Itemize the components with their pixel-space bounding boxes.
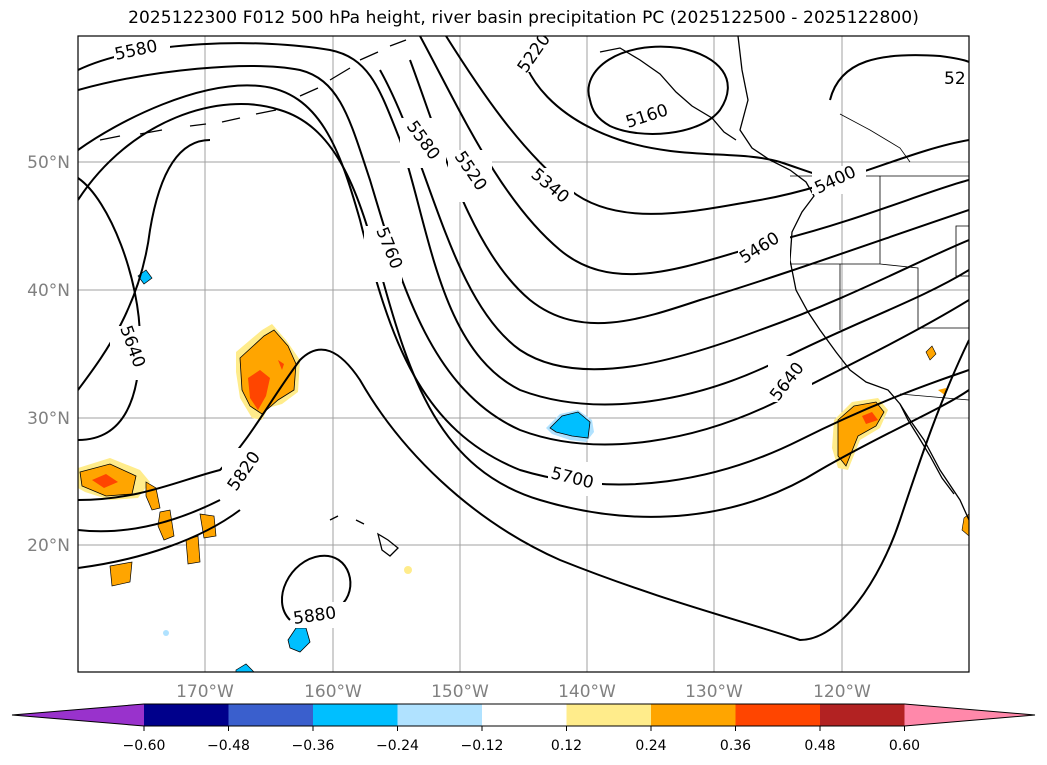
baja-coast [899, 403, 955, 495]
colorbar-tick-label: −0.12 [461, 738, 504, 754]
colorbar-segment [651, 704, 736, 726]
contour-5160 [587, 45, 729, 135]
lon-label: 120°W [813, 682, 871, 702]
precip-blob-small [938, 388, 946, 396]
precip-blob-small [109, 561, 133, 587]
map-title: 2025122300 F012 500 hPa height, river ba… [128, 8, 919, 28]
us-west-coast [789, 259, 969, 521]
latitude-labels: 50°N 40°N 30°N 20°N [27, 153, 70, 556]
lon-label: 170°W [176, 682, 234, 702]
lon-label: 130°W [685, 682, 743, 702]
contour-5580 [78, 42, 969, 406]
colorbar-tick-label: 0.24 [635, 738, 666, 754]
colorbar-segment [820, 704, 905, 726]
contour-5760 [78, 103, 969, 518]
colorbar-tick-label: −0.36 [292, 738, 335, 754]
colorbar-tick-labels: −0.60 −0.48 −0.36 −0.24 −0.12 0.12 0.24 … [123, 738, 921, 754]
border-alaska [839, 113, 911, 163]
contour-label: 52 [944, 69, 966, 89]
border-mexico [899, 393, 969, 401]
precip-blob-negative [549, 411, 591, 439]
lat-label: 40°N [27, 281, 70, 301]
precip-shading [78, 269, 969, 672]
colorbar-extend-low [12, 704, 144, 726]
colorbar-tick-label: 0.12 [551, 738, 582, 754]
contour-5880-outer [78, 509, 241, 569]
graticule [78, 36, 969, 672]
lon-label: 140°W [558, 682, 616, 702]
contour-5340 [445, 36, 969, 215]
border-states [790, 176, 969, 330]
precip-blob-central-core [248, 370, 270, 410]
precip-blob-sw-pacific-core [92, 474, 118, 488]
colorbar-extend-high [904, 704, 1035, 726]
precip-blob-small [145, 481, 161, 511]
contour-5700 [78, 84, 969, 486]
colorbar-tick-label: 0.36 [720, 738, 751, 754]
colorbar-tick-label: −0.60 [123, 738, 166, 754]
contour-5760-west [78, 139, 211, 391]
alaska-coast [737, 36, 815, 261]
contour-5280-east [829, 54, 969, 101]
colorbar-segment [566, 704, 651, 726]
contour-5520 [379, 69, 969, 371]
precip-blob-negative-small [235, 663, 255, 672]
colorbar-tick-label: 0.48 [804, 738, 835, 754]
colorbar-tick-label: 0.60 [889, 738, 920, 754]
precip-blob-calif-core [862, 412, 878, 424]
aleutian-islands [99, 39, 407, 141]
hawaii [329, 515, 399, 557]
colorbar-tick-label: −0.24 [376, 738, 419, 754]
colorbar-segment [397, 704, 482, 726]
colorbar-segment [144, 704, 229, 726]
colorbar-ticks [143, 726, 905, 731]
precip-blob-central-core [278, 360, 284, 370]
map-background [78, 36, 969, 672]
lon-label: 150°W [431, 682, 489, 702]
precip-blob-small [404, 566, 412, 574]
lat-label: 50°N [27, 153, 70, 173]
colorbar-tick-label: −0.48 [207, 738, 250, 754]
lon-label: 160°W [304, 682, 362, 702]
contour-labels: 5580 5220 5160 52 5580 5520 5340 5400 54… [110, 36, 969, 629]
colorbar: −0.60 −0.48 −0.36 −0.24 −0.12 0.12 0.24 … [11, 703, 1036, 754]
lat-label: 30°N [27, 409, 70, 429]
colorbar-segment [482, 704, 567, 726]
colorbar-segment [735, 704, 820, 726]
precip-blob-small [163, 630, 169, 636]
lat-label: 20°N [27, 536, 70, 556]
longitude-labels: 170°W 160°W 150°W 140°W 130°W 120°W [176, 682, 871, 702]
contour-5220 [519, 36, 841, 181]
colorbar-segment [228, 704, 313, 726]
contour-5400 [419, 36, 969, 276]
map-frame [77, 35, 970, 673]
contour-5820-inner [78, 499, 221, 533]
colorbar-segment [313, 704, 398, 726]
precip-blob-small [925, 345, 937, 361]
